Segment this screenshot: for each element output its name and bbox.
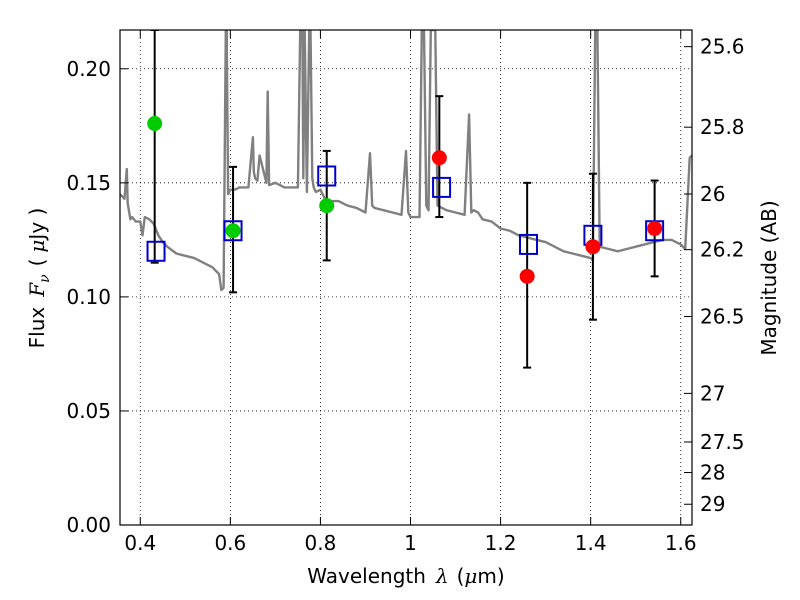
right-tick-label: 28 (700, 461, 725, 485)
x-tick-label: 0.6 (214, 531, 246, 555)
observed-hst-wfc3-point (519, 268, 535, 284)
y-tick-label: 0.00 (66, 513, 111, 537)
model-photometry-marker (317, 165, 337, 187)
observed-hst-acs-point (225, 223, 241, 239)
y-axis-label: FluxFν(μJy ) (25, 208, 53, 349)
x-tick-label: 1.4 (575, 531, 607, 555)
x-tick-label: 0.4 (124, 531, 156, 555)
right-tick-label: 26 (700, 182, 725, 206)
right-tick-label: 27 (700, 381, 725, 405)
observed-hst-wfc3-point (647, 220, 663, 236)
right-tick-label: 25.6 (700, 35, 745, 59)
right-tick-label: 29 (700, 492, 725, 516)
right-tick-label: 27.5 (700, 430, 745, 454)
tick-labels: 0.4 0.6 0.8 1 1.2 1.4 1.6 0.00 0.05 0.10 0.15 0.20 2… (66, 35, 744, 555)
spectrum-layer (120, 30, 692, 292)
observed-hst-acs-point (319, 198, 335, 214)
x-tick-label: 1 (404, 531, 417, 555)
observed-hst-acs-point (147, 116, 163, 132)
right-axis-label: Magnitude (AB) (757, 200, 781, 355)
model-photometry-marker (519, 233, 539, 255)
right-tick-label: 25.8 (700, 115, 745, 139)
observed-hst-wfc3-point (431, 150, 447, 166)
y-tick-label: 0.15 (66, 171, 111, 195)
x-tick-label: 0.8 (305, 531, 337, 555)
y-tick-label: 0.20 (66, 57, 111, 81)
observed-hst-wfc3-point (585, 239, 601, 255)
model-photometry-marker (432, 176, 452, 198)
model-photometry-marker (146, 240, 166, 262)
plot-frame (119, 29, 693, 526)
model-photometry-marker (223, 220, 243, 242)
ticks (120, 30, 692, 526)
marker-layer (146, 116, 665, 284)
y-tick-label: 0.10 (66, 285, 111, 309)
right-tick-label: 26.5 (700, 305, 745, 329)
right-tick-label: 26.2 (700, 238, 745, 262)
x-tick-label: 1.6 (665, 531, 697, 555)
model-spectrum-line (120, 30, 692, 292)
y-tick-label: 0.05 (66, 399, 111, 423)
plot-background (120, 30, 692, 525)
x-tick-label: 1.2 (485, 531, 517, 555)
x-axis-label: Wavelength λ (μm) (307, 564, 504, 588)
